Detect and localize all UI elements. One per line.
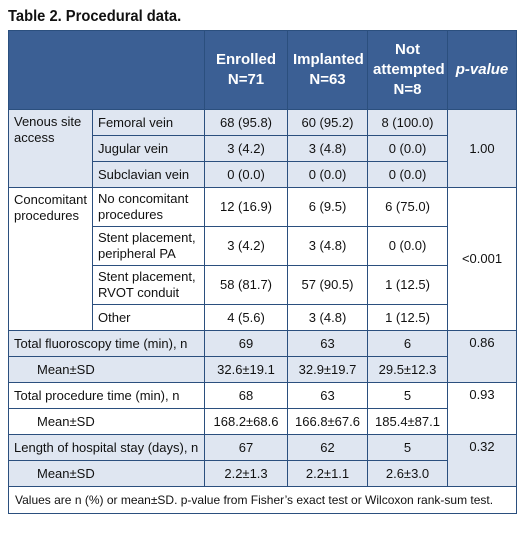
row-label: Other	[92, 304, 205, 331]
procedure-label: Total procedure time (min), n	[8, 382, 205, 409]
concomitant-label: Concomitant procedures	[8, 187, 93, 331]
table-row: Jugular vein 3 (4.2) 3 (4.8) 0 (0.0)	[9, 135, 517, 162]
cell-not-attempted: 0 (0.0)	[367, 161, 448, 188]
cell-enrolled: 68 (95.8)	[204, 109, 288, 136]
cell-not-attempted: 185.4±87.1	[367, 408, 448, 435]
row-label: Femoral vein	[92, 109, 205, 136]
cell-not-attempted: 29.5±12.3	[367, 356, 448, 383]
cell-not-attempted: 6 (75.0)	[367, 187, 448, 227]
cell-implanted: 32.9±19.7	[287, 356, 368, 383]
stay-label: Length of hospital stay (days), n	[8, 434, 205, 461]
cell-not-attempted: 5	[367, 382, 448, 409]
table-row: Total procedure time (min), n 68 63 5 0.…	[8, 382, 517, 435]
table-row: Concomitant procedures No concomitant pr…	[8, 187, 517, 331]
cell-implanted: 63	[287, 330, 368, 357]
table-row: Total fluoroscopy time (min), n 69 63 6 …	[8, 330, 517, 383]
mean-label: Mean±SD	[8, 460, 205, 487]
cell-not-attempted: 0 (0.0)	[367, 135, 448, 162]
cell-implanted: 63	[287, 382, 368, 409]
cell-enrolled: 4 (5.6)	[204, 304, 288, 331]
table-title: Table 2. Procedural data.	[8, 8, 182, 25]
header-pvalue-text: p-value	[455, 61, 509, 78]
venous-label: Venous site access	[8, 109, 93, 188]
table-row: Venous site access Femoral vein 68 (95.8…	[8, 109, 517, 188]
table-row: Mean±SD 2.2±1.3 2.2±1.1 2.6±3.0	[8, 460, 517, 487]
cell-pvalue: 0.93	[447, 382, 517, 435]
row-label: Jugular vein	[92, 135, 205, 162]
cell-not-attempted: 8 (100.0)	[367, 109, 448, 136]
row-label: Stent placement, peripheral PA	[92, 226, 205, 266]
cell-enrolled: 3 (4.2)	[204, 226, 288, 266]
cell-implanted: 3 (4.8)	[287, 304, 368, 331]
table-row: Mean±SD 168.2±68.6 166.8±67.6 185.4±87.1	[8, 408, 517, 435]
cell-enrolled: 69	[204, 330, 288, 357]
header-enrolled: Enrolled N=71	[204, 30, 288, 110]
table-row: Subclavian vein 0 (0.0) 0 (0.0) 0 (0.0)	[9, 161, 517, 188]
row-label: No concomitant procedures	[92, 187, 205, 227]
cell-enrolled: 32.6±19.1	[204, 356, 288, 383]
cell-implanted: 62	[287, 434, 368, 461]
cell-enrolled: 12 (16.9)	[204, 187, 288, 227]
cell-pvalue: 1.00	[447, 109, 517, 188]
cell-enrolled: 58 (81.7)	[204, 265, 288, 305]
cell-implanted: 3 (4.8)	[287, 226, 368, 266]
cell-enrolled: 2.2±1.3	[204, 460, 288, 487]
header-pvalue: p-value	[447, 30, 517, 110]
table-footnote: Values are n (%) or mean±SD. p-value fro…	[8, 486, 517, 514]
cell-implanted: 6 (9.5)	[287, 187, 368, 227]
table-row: Length of hospital stay (days), n 67 62 …	[8, 434, 517, 487]
header-row: Enrolled N=71 Implanted N=63 Not attempt…	[8, 30, 517, 110]
cell-pvalue: 0.32	[447, 434, 517, 487]
table-container: Table 2. Procedural data. Enrolled N=71 …	[8, 4, 517, 514]
cell-not-attempted: 1 (12.5)	[367, 265, 448, 305]
header-implanted: Implanted N=63	[287, 30, 368, 110]
cell-not-attempted: 0 (0.0)	[367, 226, 448, 266]
cell-implanted: 60 (95.2)	[287, 109, 368, 136]
header-blank	[8, 30, 205, 110]
table-row: Stent placement, RVOT conduit 58 (81.7) …	[9, 265, 517, 305]
cell-enrolled: 67	[204, 434, 288, 461]
procedural-data-table: Enrolled N=71 Implanted N=63 Not attempt…	[8, 30, 517, 514]
cell-implanted: 0 (0.0)	[287, 161, 368, 188]
row-label: Subclavian vein	[92, 161, 205, 188]
cell-not-attempted: 2.6±3.0	[367, 460, 448, 487]
cell-pvalue: 0.86	[447, 330, 517, 383]
cell-not-attempted: 6	[367, 330, 448, 357]
table-row: Other 4 (5.6) 3 (4.8) 1 (12.5)	[9, 304, 517, 331]
cell-enrolled: 68	[204, 382, 288, 409]
cell-not-attempted: 1 (12.5)	[367, 304, 448, 331]
mean-label: Mean±SD	[8, 356, 205, 383]
cell-implanted: 57 (90.5)	[287, 265, 368, 305]
mean-label: Mean±SD	[8, 408, 205, 435]
table-row: Stent placement, peripheral PA 3 (4.2) 3…	[9, 226, 517, 266]
fluoro-label: Total fluoroscopy time (min), n	[8, 330, 205, 357]
footnote-row: Values are n (%) or mean±SD. p-value fro…	[8, 486, 517, 514]
table-row: Mean±SD 32.6±19.1 32.9±19.7 29.5±12.3	[8, 356, 517, 383]
cell-enrolled: 3 (4.2)	[204, 135, 288, 162]
header-not-attempted: Not attempted N=8	[367, 30, 448, 110]
cell-enrolled: 0 (0.0)	[204, 161, 288, 188]
cell-pvalue: <0.001	[447, 187, 517, 331]
cell-implanted: 3 (4.8)	[287, 135, 368, 162]
cell-not-attempted: 5	[367, 434, 448, 461]
row-label: Stent placement, RVOT conduit	[92, 265, 205, 305]
cell-implanted: 166.8±67.6	[287, 408, 368, 435]
cell-enrolled: 168.2±68.6	[204, 408, 288, 435]
cell-implanted: 2.2±1.1	[287, 460, 368, 487]
